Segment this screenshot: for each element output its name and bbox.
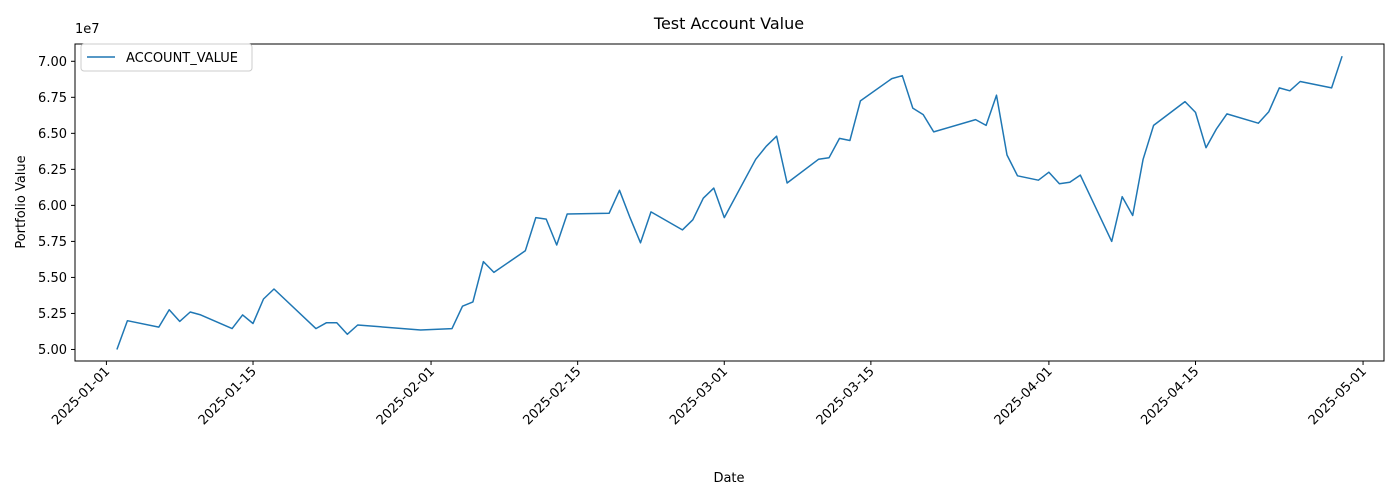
y-tick-label: 6.25 (38, 163, 67, 178)
x-axis: 2025-01-01 2025-01-15 2025-02-01 2025-02-15… (49, 361, 1370, 428)
y-tick-label: 5.75 (38, 235, 67, 250)
legend: ACCOUNT_VALUE (80, 43, 253, 72)
y-multiplier-label: 1e7 (75, 22, 100, 37)
y-tick-label: 6.75 (38, 91, 67, 106)
y-axis-label: Portfolio Value (14, 155, 29, 248)
y-tick-label: 7.00 (38, 55, 67, 70)
y-tick-label: 6.00 (38, 199, 67, 214)
y-tick-label: 5.00 (38, 343, 67, 358)
plot-area (74, 43, 1385, 362)
x-tick-label: 2025-02-15 (520, 364, 584, 428)
x-tick-label: 2025-02-01 (374, 364, 438, 428)
y-tick-label: 5.25 (38, 307, 67, 322)
y-tick-label: 5.50 (38, 271, 67, 286)
x-tick-label: 2025-04-15 (1138, 364, 1202, 428)
chart-title: Test Account Value (653, 14, 804, 33)
legend-box (80, 43, 253, 72)
y-axis: 5.00 5.25 5.50 5.75 6.00 6.25 6.50 6.75 7.00 (38, 55, 75, 358)
x-tick-label: 2025-03-15 (814, 364, 878, 428)
legend-label: ACCOUNT_VALUE (126, 51, 238, 66)
y-tick-label: 6.50 (38, 127, 67, 142)
x-tick-label: 2025-05-01 (1306, 364, 1370, 428)
x-tick-label: 2025-01-01 (49, 364, 113, 428)
x-tick-label: 2025-03-01 (667, 364, 731, 428)
x-axis-label: Date (713, 471, 744, 486)
x-tick-label: 2025-04-01 (992, 364, 1056, 428)
x-tick-label: 2025-01-15 (196, 364, 260, 428)
series-line-account-value (116, 55, 1343, 350)
